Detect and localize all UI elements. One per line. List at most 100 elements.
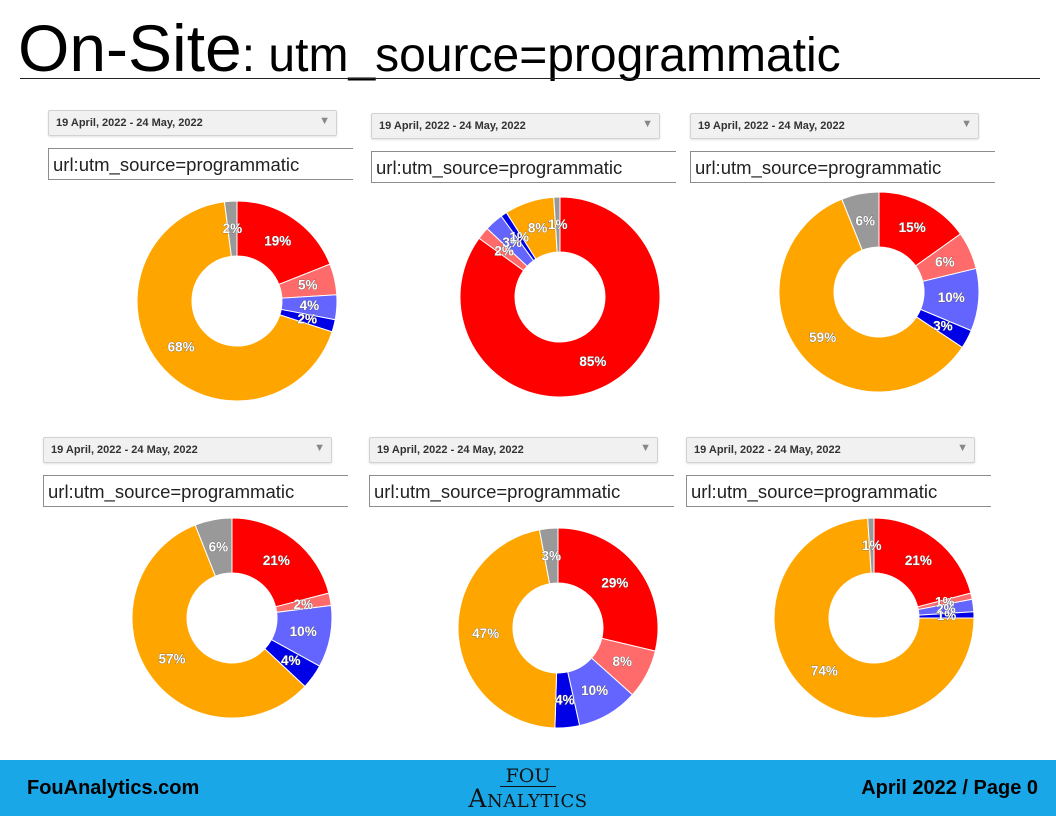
slice-label-6: 1%	[862, 538, 882, 553]
slice-label-3: 10%	[938, 290, 965, 305]
query-text: url:utm_source=programmatic	[53, 154, 300, 175]
title-divider	[20, 78, 1040, 79]
query-text: url:utm_source=programmatic	[374, 481, 621, 502]
chart-panel-3: 19 April, 2022 - 24 May, 2022 ▼ url:utm_…	[690, 113, 1000, 423]
slice-label-1: 29%	[601, 576, 628, 591]
query-input[interactable]: url:utm_source=programmatic	[690, 151, 995, 183]
donut-slice-1[interactable]	[459, 196, 661, 398]
slice-label-2: 6%	[935, 254, 955, 269]
slice-label-1: 85%	[579, 354, 606, 369]
footer-bar: FouAnalytics.com FOU Analytics April 202…	[0, 760, 1056, 816]
slice-label-4: 3%	[933, 319, 953, 334]
date-range-select[interactable]: 19 April, 2022 - 24 May, 2022 ▼	[369, 437, 658, 463]
page-title: On-Site: utm_source=programmatic	[18, 8, 841, 96]
slice-label-5: 8%	[528, 221, 548, 236]
fou-analytics-logo: FOU Analytics	[448, 765, 608, 813]
slice-label-6: 2%	[223, 221, 243, 236]
slice-label-2: 5%	[298, 278, 318, 293]
slice-label-4: 4%	[281, 653, 301, 668]
slice-label-2: 2%	[293, 597, 313, 612]
date-range-label: 19 April, 2022 - 24 May, 2022	[56, 117, 203, 129]
chevron-down-icon[interactable]: ▼	[957, 442, 968, 454]
slice-label-6: 6%	[209, 539, 229, 554]
chart-panel-4: 19 April, 2022 - 24 May, 2022 ▼ url:utm_…	[43, 437, 353, 747]
logo-top-text: FOU	[505, 765, 551, 787]
date-range-select[interactable]: 19 April, 2022 - 24 May, 2022 ▼	[43, 437, 332, 463]
slice-label-5: 47%	[472, 626, 499, 641]
slice-label-4: 1%	[509, 230, 529, 245]
donut-chart: 85%2%3%1%8% 1%	[459, 196, 661, 398]
chart-panel-5: 19 April, 2022 - 24 May, 2022 ▼ url:utm_…	[369, 437, 679, 747]
slice-label-3: 10%	[581, 683, 608, 698]
donut-slice-1[interactable]	[231, 517, 330, 608]
query-text: url:utm_source=programmatic	[48, 481, 295, 502]
slice-label-5: 68%	[168, 340, 195, 355]
query-input[interactable]: url:utm_source=programmatic	[43, 475, 348, 507]
logo-rule	[500, 786, 556, 787]
slice-label-4: 1%	[937, 608, 957, 623]
donut-slice-5[interactable]	[136, 201, 333, 402]
donut-slice-6[interactable]	[553, 196, 561, 253]
slice-label-4: 2%	[297, 312, 317, 327]
query-input[interactable]: url:utm_source=programmatic	[686, 475, 991, 507]
slice-label-1: 21%	[263, 553, 290, 568]
query-input[interactable]: url:utm_source=programmatic	[371, 151, 676, 183]
date-range-label: 19 April, 2022 - 24 May, 2022	[698, 120, 845, 132]
date-range-select[interactable]: 19 April, 2022 - 24 May, 2022 ▼	[48, 110, 337, 136]
chevron-down-icon[interactable]: ▼	[961, 118, 972, 130]
donut-slice-5[interactable]	[457, 529, 558, 729]
query-text: url:utm_source=programmatic	[695, 157, 942, 178]
logo-bottom-text: Analytics	[468, 784, 588, 813]
donut-slice-1[interactable]	[873, 517, 972, 608]
donut-chart: 19%5%4%2%68%2%	[136, 200, 338, 402]
query-input[interactable]: url:utm_source=programmatic	[369, 475, 674, 507]
donut-slice-6[interactable]	[194, 517, 233, 577]
chevron-down-icon[interactable]: ▼	[640, 442, 651, 454]
donut-chart: 29% 8% 10% 4% 47% 3%	[457, 527, 659, 729]
slice-label-2: 8%	[612, 654, 632, 669]
slice-label-5: 57%	[158, 651, 185, 666]
date-range-label: 19 April, 2022 - 24 May, 2022	[694, 444, 841, 456]
chevron-down-icon[interactable]: ▼	[319, 115, 330, 127]
donut-slice-1[interactable]	[557, 527, 659, 652]
date-range-select[interactable]: 19 April, 2022 - 24 May, 2022 ▼	[686, 437, 975, 463]
title-sub: : utm_source=programmatic	[241, 29, 841, 82]
date-range-label: 19 April, 2022 - 24 May, 2022	[377, 444, 524, 456]
slice-label-1: 15%	[899, 220, 926, 235]
chart-panel-1: 19 April, 2022 - 24 May, 2022 ▼ url:utm_…	[48, 110, 358, 420]
chevron-down-icon[interactable]: ▼	[642, 118, 653, 130]
donut-slice-5[interactable]	[778, 198, 963, 393]
slice-label-2: 1%	[935, 595, 955, 610]
query-text: url:utm_source=programmatic	[376, 157, 623, 178]
slice-label-1: 19%	[264, 234, 291, 249]
chart-panel-2: 19 April, 2022 - 24 May, 2022 ▼ url:utm_…	[371, 113, 681, 423]
chart-panel-6: 19 April, 2022 - 24 May, 2022 ▼ url:utm_…	[686, 437, 996, 747]
footer-site: FouAnalytics.com	[27, 777, 200, 799]
slice-label-6: 6%	[856, 213, 876, 228]
donut-chart: 21%1%2%1%74%1%	[773, 517, 975, 719]
slice-label-2: 2%	[494, 243, 514, 258]
date-range-select[interactable]: 19 April, 2022 - 24 May, 2022 ▼	[371, 113, 660, 139]
slice-label-3: 4%	[300, 298, 320, 313]
donut-slice-6[interactable]	[867, 517, 875, 574]
title-main: On-Site	[18, 11, 242, 85]
query-input[interactable]: url:utm_source=programmatic	[48, 148, 353, 180]
donut-slice-6[interactable]	[223, 200, 238, 257]
slice-label-5: 59%	[809, 330, 836, 345]
slice-label-5: 74%	[811, 663, 838, 678]
donut-slice-6[interactable]	[841, 191, 880, 251]
date-range-label: 19 April, 2022 - 24 May, 2022	[379, 120, 526, 132]
donut-slice-1[interactable]	[236, 200, 331, 286]
footer-page: April 2022 / Page 0	[861, 777, 1038, 799]
donut-slice-6[interactable]	[538, 527, 559, 585]
date-range-label: 19 April, 2022 - 24 May, 2022	[51, 444, 198, 456]
donut-chart: 21% 2% 10% 4% 57% 6%	[131, 517, 333, 719]
slice-label-3: 2%	[936, 601, 956, 616]
donut-slice-5[interactable]	[131, 524, 306, 719]
slice-label-6: 1%	[548, 217, 568, 232]
chevron-down-icon[interactable]: ▼	[314, 442, 325, 454]
slice-label-1: 21%	[905, 553, 932, 568]
donut-slice-5[interactable]	[773, 517, 975, 719]
date-range-select[interactable]: 19 April, 2022 - 24 May, 2022 ▼	[690, 113, 979, 139]
slice-label-3: 3%	[502, 235, 522, 250]
